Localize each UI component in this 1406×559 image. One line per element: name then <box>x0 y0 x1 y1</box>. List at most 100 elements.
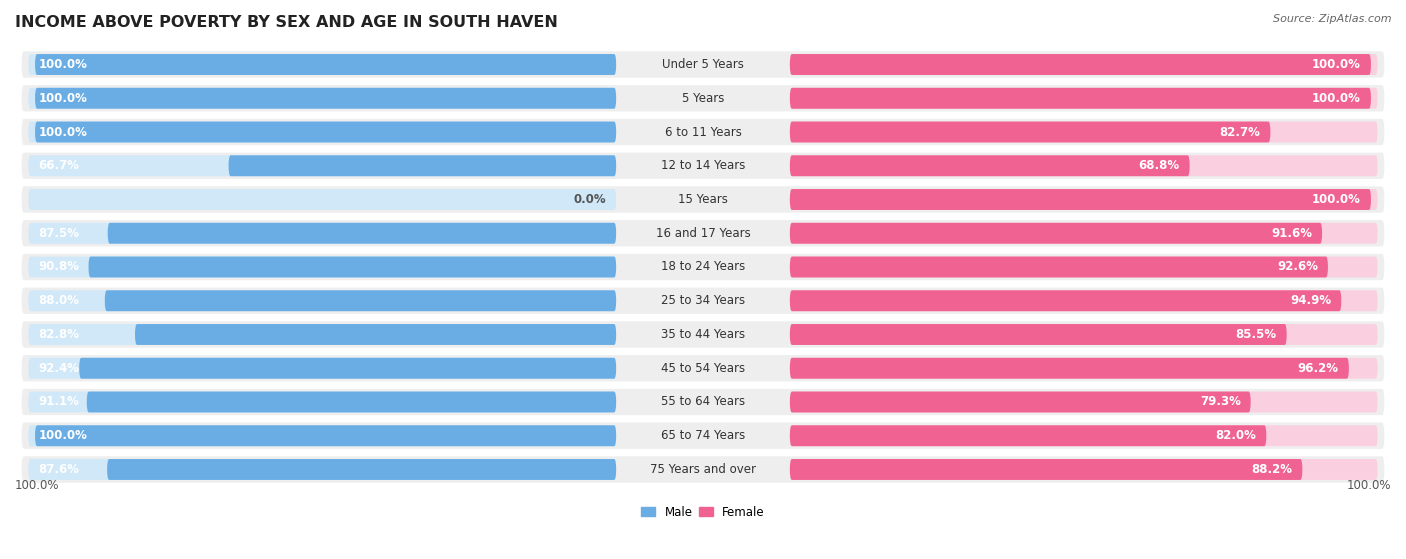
FancyBboxPatch shape <box>790 459 1302 480</box>
FancyBboxPatch shape <box>28 459 616 480</box>
FancyBboxPatch shape <box>790 425 1267 446</box>
FancyBboxPatch shape <box>28 223 616 244</box>
FancyBboxPatch shape <box>21 153 1385 179</box>
Text: 6 to 11 Years: 6 to 11 Years <box>665 126 741 139</box>
FancyBboxPatch shape <box>28 54 616 75</box>
FancyBboxPatch shape <box>105 290 616 311</box>
Text: Source: ZipAtlas.com: Source: ZipAtlas.com <box>1274 14 1392 24</box>
Text: 88.0%: 88.0% <box>38 294 79 307</box>
FancyBboxPatch shape <box>21 423 1385 449</box>
Text: 0.0%: 0.0% <box>574 193 606 206</box>
Text: 16 and 17 Years: 16 and 17 Years <box>655 227 751 240</box>
FancyBboxPatch shape <box>28 391 616 413</box>
Text: 15 Years: 15 Years <box>678 193 728 206</box>
FancyBboxPatch shape <box>21 321 1385 348</box>
FancyBboxPatch shape <box>135 324 616 345</box>
FancyBboxPatch shape <box>790 121 1271 143</box>
FancyBboxPatch shape <box>89 257 616 277</box>
FancyBboxPatch shape <box>790 155 1189 176</box>
Legend: Male, Female: Male, Female <box>637 501 769 523</box>
FancyBboxPatch shape <box>79 358 616 378</box>
FancyBboxPatch shape <box>35 425 616 446</box>
FancyBboxPatch shape <box>21 51 1385 78</box>
Text: 87.6%: 87.6% <box>38 463 79 476</box>
FancyBboxPatch shape <box>790 189 1371 210</box>
FancyBboxPatch shape <box>28 257 616 277</box>
FancyBboxPatch shape <box>790 88 1371 108</box>
Text: 5 Years: 5 Years <box>682 92 724 105</box>
FancyBboxPatch shape <box>790 223 1378 244</box>
Text: 100.0%: 100.0% <box>38 126 87 139</box>
FancyBboxPatch shape <box>21 85 1385 111</box>
Text: 91.6%: 91.6% <box>1271 227 1312 240</box>
Text: 92.6%: 92.6% <box>1277 260 1317 273</box>
FancyBboxPatch shape <box>790 459 1378 480</box>
FancyBboxPatch shape <box>21 456 1385 482</box>
FancyBboxPatch shape <box>790 358 1348 378</box>
FancyBboxPatch shape <box>108 223 616 244</box>
Text: 79.3%: 79.3% <box>1199 395 1240 409</box>
FancyBboxPatch shape <box>21 389 1385 415</box>
FancyBboxPatch shape <box>790 358 1378 378</box>
Text: 96.2%: 96.2% <box>1298 362 1339 375</box>
Text: 25 to 34 Years: 25 to 34 Years <box>661 294 745 307</box>
Text: Under 5 Years: Under 5 Years <box>662 58 744 71</box>
FancyBboxPatch shape <box>28 121 616 143</box>
FancyBboxPatch shape <box>35 54 616 75</box>
FancyBboxPatch shape <box>790 290 1378 311</box>
FancyBboxPatch shape <box>28 324 616 345</box>
FancyBboxPatch shape <box>21 355 1385 381</box>
FancyBboxPatch shape <box>790 189 1378 210</box>
FancyBboxPatch shape <box>107 459 616 480</box>
FancyBboxPatch shape <box>28 425 616 446</box>
FancyBboxPatch shape <box>790 324 1286 345</box>
FancyBboxPatch shape <box>87 391 616 413</box>
Text: 87.5%: 87.5% <box>38 227 79 240</box>
Text: 45 to 54 Years: 45 to 54 Years <box>661 362 745 375</box>
Text: 12 to 14 Years: 12 to 14 Years <box>661 159 745 172</box>
FancyBboxPatch shape <box>21 119 1385 145</box>
FancyBboxPatch shape <box>790 54 1378 75</box>
Text: 100.0%: 100.0% <box>15 480 59 492</box>
FancyBboxPatch shape <box>28 88 616 108</box>
Text: 88.2%: 88.2% <box>1251 463 1292 476</box>
FancyBboxPatch shape <box>790 88 1378 108</box>
Text: 66.7%: 66.7% <box>38 159 79 172</box>
Text: 92.4%: 92.4% <box>38 362 79 375</box>
Text: 82.0%: 82.0% <box>1215 429 1257 442</box>
Text: 75 Years and over: 75 Years and over <box>650 463 756 476</box>
Text: 68.8%: 68.8% <box>1139 159 1180 172</box>
FancyBboxPatch shape <box>28 155 616 176</box>
FancyBboxPatch shape <box>21 254 1385 280</box>
FancyBboxPatch shape <box>28 358 616 378</box>
Text: 94.9%: 94.9% <box>1291 294 1331 307</box>
Text: 100.0%: 100.0% <box>1347 480 1391 492</box>
Text: 35 to 44 Years: 35 to 44 Years <box>661 328 745 341</box>
FancyBboxPatch shape <box>790 391 1378 413</box>
Text: 100.0%: 100.0% <box>38 429 87 442</box>
Text: 82.7%: 82.7% <box>1219 126 1260 139</box>
FancyBboxPatch shape <box>790 155 1378 176</box>
Text: 100.0%: 100.0% <box>1312 58 1361 71</box>
FancyBboxPatch shape <box>21 220 1385 247</box>
Text: 90.8%: 90.8% <box>38 260 79 273</box>
Text: 91.1%: 91.1% <box>38 395 79 409</box>
FancyBboxPatch shape <box>35 121 616 143</box>
FancyBboxPatch shape <box>21 186 1385 212</box>
Text: 100.0%: 100.0% <box>1312 92 1361 105</box>
Text: 82.8%: 82.8% <box>38 328 79 341</box>
FancyBboxPatch shape <box>790 54 1371 75</box>
Text: INCOME ABOVE POVERTY BY SEX AND AGE IN SOUTH HAVEN: INCOME ABOVE POVERTY BY SEX AND AGE IN S… <box>15 15 558 30</box>
Text: 18 to 24 Years: 18 to 24 Years <box>661 260 745 273</box>
FancyBboxPatch shape <box>790 391 1251 413</box>
Text: 100.0%: 100.0% <box>1312 193 1361 206</box>
FancyBboxPatch shape <box>790 223 1322 244</box>
Text: 100.0%: 100.0% <box>38 92 87 105</box>
Text: 55 to 64 Years: 55 to 64 Years <box>661 395 745 409</box>
FancyBboxPatch shape <box>21 287 1385 314</box>
Text: 100.0%: 100.0% <box>38 58 87 71</box>
FancyBboxPatch shape <box>790 121 1378 143</box>
FancyBboxPatch shape <box>229 155 616 176</box>
FancyBboxPatch shape <box>790 257 1378 277</box>
FancyBboxPatch shape <box>28 290 616 311</box>
